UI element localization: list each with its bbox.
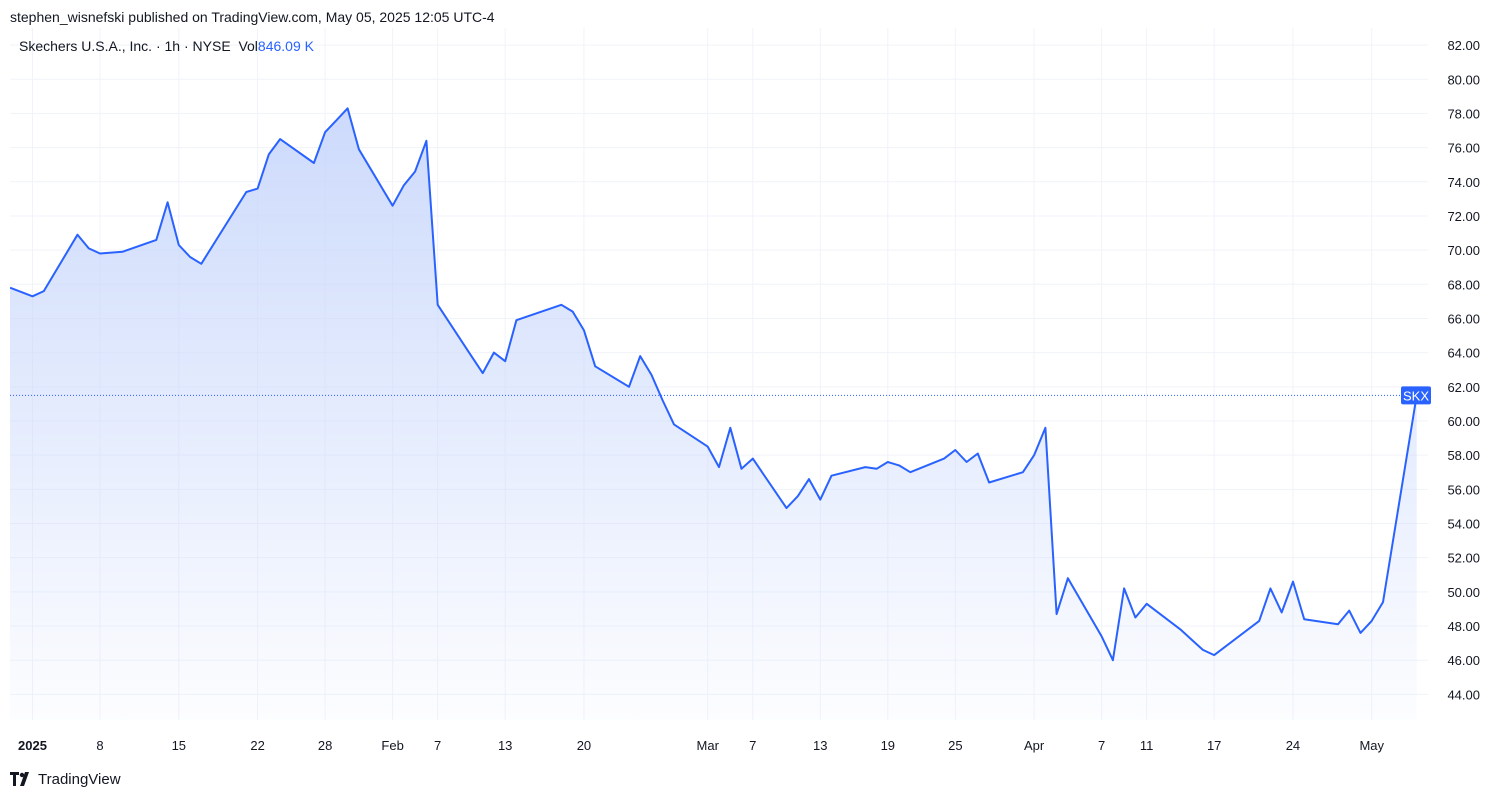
legend-separator: ·	[155, 38, 161, 54]
publish-line: stephen_wisnefski published on TradingVi…	[10, 9, 495, 25]
y-tick-label: 58.00	[1447, 448, 1480, 463]
ticker-tag: SKX	[1401, 386, 1431, 405]
y-tick-label: 76.00	[1447, 141, 1480, 156]
y-tick-label: 66.00	[1447, 311, 1480, 326]
y-tick-label: 72.00	[1447, 209, 1480, 224]
y-tick-label: 48.00	[1447, 619, 1480, 634]
x-tick-label: May	[1359, 738, 1384, 753]
y-tick-label: 46.00	[1447, 653, 1480, 668]
x-tick-label: 8	[96, 738, 103, 753]
ticker-label: SKX	[1403, 388, 1429, 403]
x-tick-label: 2025	[18, 738, 47, 753]
x-tick-label: 22	[250, 738, 264, 753]
x-tick-label: 13	[498, 738, 512, 753]
legend-separator-2: ·	[183, 38, 189, 54]
y-tick-label: 50.00	[1447, 585, 1480, 600]
volume-value: 846.09 K	[257, 38, 314, 54]
y-tick-label: 52.00	[1447, 551, 1480, 566]
x-tick-label: 28	[318, 738, 332, 753]
price-line	[10, 107, 1418, 662]
x-tick-label: 7	[749, 738, 756, 753]
x-tick-label: 13	[813, 738, 827, 753]
symbol-legend: Skechers U.S.A., Inc. · 1h · NYSE Vol846…	[19, 38, 314, 54]
x-tick-label: 24	[1286, 738, 1300, 753]
x-tick-label: Feb	[381, 738, 403, 753]
price-scale: 44.00 46.00 48.00 50.00 52.00 54.00 56.00 58.00…	[1447, 38, 1480, 702]
y-tick-label: 78.00	[1447, 106, 1480, 121]
time-scale: 2025 8 15 22 28 Feb 7 13 20 Mar 7 13 19 25 Apr 7 11 17 24 M…	[18, 738, 1384, 753]
x-tick-label: 7	[1098, 738, 1105, 753]
x-tick-label: 17	[1207, 738, 1221, 753]
y-tick-label: 80.00	[1447, 72, 1480, 87]
x-tick-label: 15	[172, 738, 186, 753]
volume-label: Vol	[238, 38, 258, 54]
x-tick-label: 19	[881, 738, 895, 753]
y-tick-label: 62.00	[1447, 380, 1480, 395]
y-tick-label: 70.00	[1447, 243, 1480, 258]
x-tick-label: Mar	[697, 738, 720, 753]
x-tick-label: 20	[577, 738, 591, 753]
chart-area[interactable]: 44.00 46.00 48.00 50.00 52.00 54.00 56.00 58.00…	[10, 28, 1492, 764]
y-tick-label: 68.00	[1447, 277, 1480, 292]
brand-name: TradingView	[38, 770, 121, 788]
y-tick-label: 44.00	[1447, 687, 1480, 702]
interval-label: 1h	[164, 38, 181, 54]
footer-brand[interactable]: TradingView	[10, 769, 121, 789]
symbol-name: Skechers U.S.A., Inc.	[19, 38, 153, 54]
price-chart[interactable]: 44.00 46.00 48.00 50.00 52.00 54.00 56.00 58.00…	[10, 28, 1492, 764]
y-tick-label: 64.00	[1447, 346, 1480, 361]
y-tick-label: 82.00	[1447, 38, 1480, 53]
x-tick-label: 25	[948, 738, 962, 753]
y-tick-label: 56.00	[1447, 482, 1480, 497]
y-tick-label: 60.00	[1447, 414, 1480, 429]
y-tick-label: 54.00	[1447, 517, 1480, 532]
y-tick-label: 74.00	[1447, 175, 1480, 190]
x-tick-label: Apr	[1024, 738, 1045, 753]
price-area-fill	[10, 108, 1417, 721]
x-tick-label: 11	[1140, 738, 1154, 753]
x-tick-label: 7	[434, 738, 441, 753]
tradingview-logo-icon	[10, 772, 29, 786]
exchange-label: NYSE	[192, 38, 231, 54]
